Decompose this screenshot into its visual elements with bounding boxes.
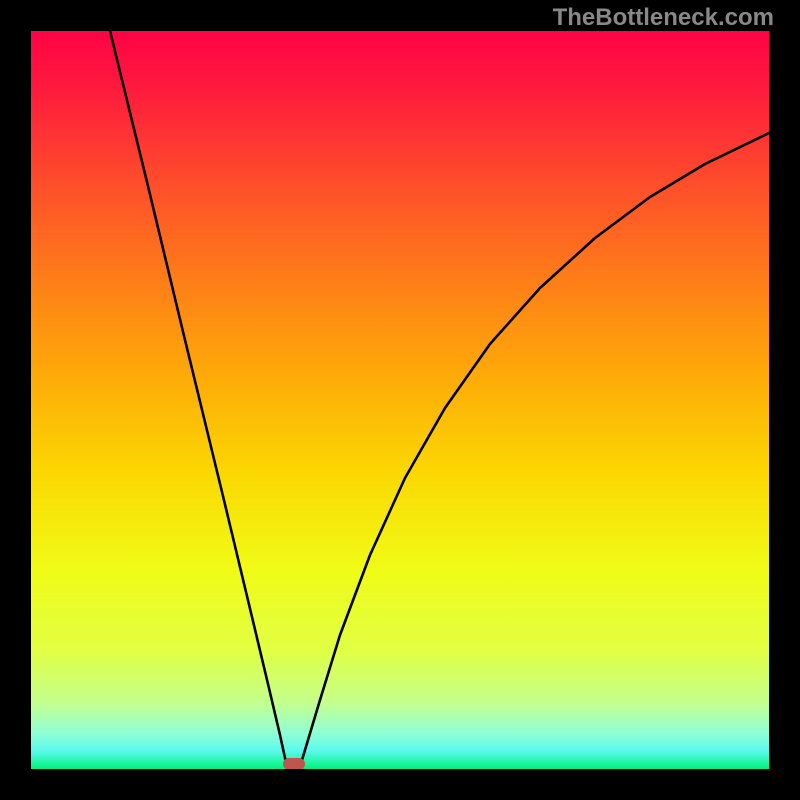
watermark-text: TheBottleneck.com xyxy=(553,4,774,32)
plot-area xyxy=(31,31,769,769)
bottleneck-curve xyxy=(110,31,769,769)
vertex-marker xyxy=(283,758,305,769)
chart-container: TheBottleneck.com xyxy=(0,0,800,800)
curve-layer xyxy=(31,31,769,769)
